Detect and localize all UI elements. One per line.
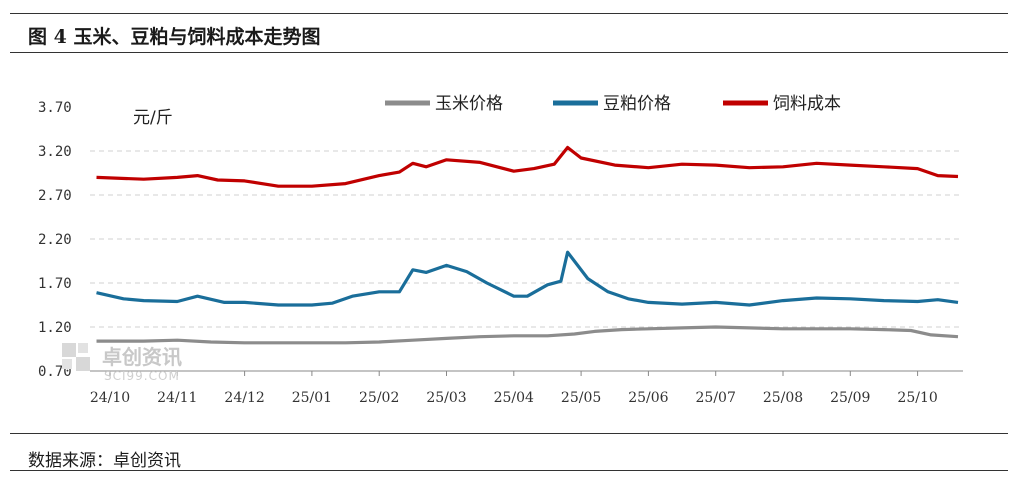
y-tick-label: 1.20 [38,320,72,336]
x-tick-label: 25/05 [561,390,601,406]
source-note: 数据来源：卓创资讯 [28,451,181,471]
x-axis: 24/10 24/11 24/12 25/01 25/02 25/03 25/04 25/05… [90,370,963,406]
x-tick-label: 25/04 [494,390,534,406]
series-line [96,325,959,345]
series-lines [96,145,959,345]
y-tick-label: 1.70 [38,276,72,292]
x-tick-label: 25/08 [763,390,803,406]
legend-label: 饲料成本 [773,94,841,114]
y-tick-label: 3.70 [38,100,72,116]
y-tick-label: 2.20 [38,232,72,248]
x-tick-label: 25/02 [359,390,399,406]
y-tick-label: 2.70 [38,188,72,204]
x-tick-label: 25/03 [426,390,466,406]
bottom-rule [10,470,1008,471]
watermark-icon [62,343,76,357]
y-axis-ticks: 3.703.202.702.201.701.200.70 [38,100,72,380]
series-line [96,145,959,188]
legend-label: 豆粕价格 [603,94,671,114]
series-line [96,250,959,307]
watermark-name: 卓创资讯 [102,345,182,369]
x-tick-label: 25/10 [897,390,937,406]
x-tick-label: 24/12 [224,390,264,406]
y-tick-label: 3.20 [38,144,72,160]
title-rule [10,52,1008,53]
legend-label: 玉米价格 [435,94,503,114]
watermark-icon [62,359,72,369]
chart-title: 图 4 玉米、豆粕与饲料成本走势图 [28,26,321,48]
grid-lines [90,150,963,328]
watermark-logo: 卓创资讯 SCI99.COM [62,343,182,383]
legend: 玉米价格 豆粕价格 饲料成本 [385,94,841,114]
x-tick-label: 25/09 [830,390,870,406]
source-rule [10,433,1008,434]
x-tick-label: 24/11 [157,390,197,406]
x-tick-label: 25/07 [696,390,736,406]
watermark-icon [76,357,90,371]
x-tick-label: 25/01 [292,390,332,406]
watermark-url: SCI99.COM [104,369,180,383]
y-unit-label: 元/斤 [133,108,173,128]
top-rule [10,13,1008,14]
x-tick-label: 25/06 [628,390,668,406]
watermark-icon [78,343,88,353]
x-tick-label: 24/10 [90,390,130,406]
